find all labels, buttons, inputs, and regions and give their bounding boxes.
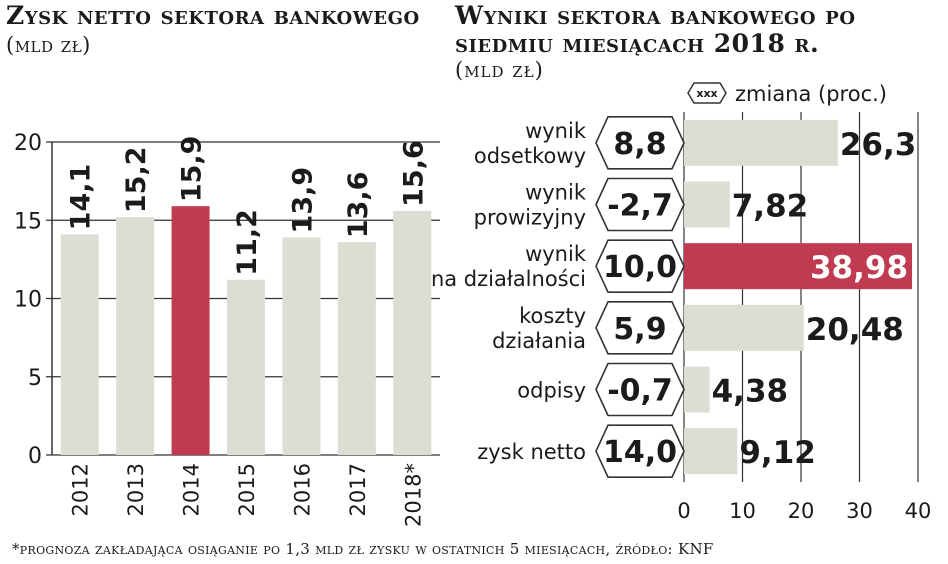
footnote: *prognoza zakładająca osiąganie po 1,3 m… [12, 540, 714, 558]
right-chart-unit: (mld zł) [455, 58, 544, 82]
bar-value-label: 13,9 [287, 167, 318, 234]
x-tick-label: 2016 [290, 463, 314, 516]
amount-label: -2,7 [607, 189, 673, 224]
x-tick-label: 40 [905, 499, 932, 523]
hbar-value-label: 7,82 [732, 189, 809, 225]
bar-value-label: 15,9 [177, 136, 208, 203]
y-tick-label: 5 [28, 366, 42, 391]
x-tick-label: 2017 [346, 463, 370, 516]
category-label-line1: koszty [519, 304, 586, 328]
x-tick-label: 20 [788, 499, 815, 523]
category-label-line2: na działalności [431, 267, 586, 291]
category-label-line1: wynik [525, 242, 587, 266]
legend-text: zmiana (proc.) [735, 82, 887, 106]
amount-hexagon [595, 177, 685, 232]
x-tick-label: 2012 [69, 463, 93, 516]
hbar-value-label: 20,48 [806, 312, 904, 348]
amount-hexagon [595, 116, 685, 170]
bar-value-label: 14,1 [66, 164, 97, 231]
amount-label: 10,0 [603, 250, 677, 285]
category-label-line2: odsetkowy [474, 144, 586, 168]
category-label: zysk netto [477, 440, 586, 464]
hbar-value-label: 38,98 [810, 250, 908, 286]
hbar-2 [684, 243, 913, 290]
category-label: odpisy [517, 379, 586, 403]
hbar-0 [684, 119, 838, 166]
bar-value-label: 15,2 [121, 146, 152, 213]
x-tick-label: 0 [677, 499, 690, 523]
right-bar-chart: xxx zmiana (proc.)0 10 20 30 4026,38,8wynikod… [431, 82, 932, 523]
x-tick-label: 30 [846, 499, 873, 523]
amount-hexagon [595, 239, 685, 293]
right-chart-title: Wyniki sektora bankowego po siedmiu mies… [455, 2, 945, 58]
category-label-line1: wynik [525, 181, 587, 205]
bar-value-label: 13,6 [343, 172, 374, 239]
x-tick-label: 2013 [124, 463, 148, 516]
category-label-line2: działania [492, 329, 586, 353]
y-tick-label: 15 [14, 209, 42, 234]
left-chart-title: Zysk netto sektora bankowego (mld zł) [6, 2, 426, 59]
x-tick-label: 2015 [235, 463, 259, 516]
bar-2016 [282, 237, 321, 455]
bar-2018* [393, 210, 432, 455]
hbar-value-label: 4,38 [712, 374, 789, 410]
bar-2012 [60, 234, 99, 455]
hbar-5 [684, 428, 738, 475]
amount-hexagon [595, 301, 685, 355]
y-tick-label: 20 [14, 131, 42, 156]
hbar-value-label: 9,12 [739, 435, 816, 471]
amount-label: -0,7 [607, 374, 673, 409]
hbar-4 [684, 366, 710, 413]
hbar-value-label: 26,3 [840, 127, 917, 163]
x-tick-label: 2014 [180, 463, 204, 516]
amount-label: 14,0 [603, 435, 677, 470]
amount-label: 5,9 [613, 312, 666, 347]
left-bar-chart: 0 5 10 15 20 14,1 2012 15,2 2013 15,9 2014 11,2 2015… [14, 131, 440, 527]
legend-badge-text: xxx [696, 87, 717, 100]
bar-2017 [337, 242, 376, 455]
right-chart-title-text: Wyniki sektora bankowego po siedmiu mies… [455, 1, 856, 58]
left-chart-unit: (mld zł) [6, 33, 91, 57]
y-tick-label: 10 [14, 288, 42, 313]
category-label-line2: prowizyjny [474, 206, 586, 230]
hbar-1 [684, 181, 730, 228]
category-label-line1: wynik [525, 119, 587, 143]
y-tick-label: 0 [28, 444, 42, 469]
x-tick-label: 10 [729, 499, 756, 523]
legend-badge-shape [687, 82, 727, 104]
left-chart-title-text: Zysk netto sektora bankowego [6, 1, 420, 30]
bar-2013 [116, 217, 155, 455]
bar-2014 [171, 206, 210, 455]
hbar-3 [684, 304, 804, 351]
bar-value-label: 11,2 [232, 209, 263, 276]
legend: xxx zmiana (proc.) [687, 82, 887, 106]
x-tick-label: 2018* [401, 463, 425, 527]
amount-hexagon [595, 362, 685, 417]
amount-label: 8,8 [613, 127, 666, 162]
bar-2015 [227, 279, 265, 455]
amount-hexagon [595, 424, 685, 478]
bar-value-label: 15,6 [398, 140, 429, 207]
